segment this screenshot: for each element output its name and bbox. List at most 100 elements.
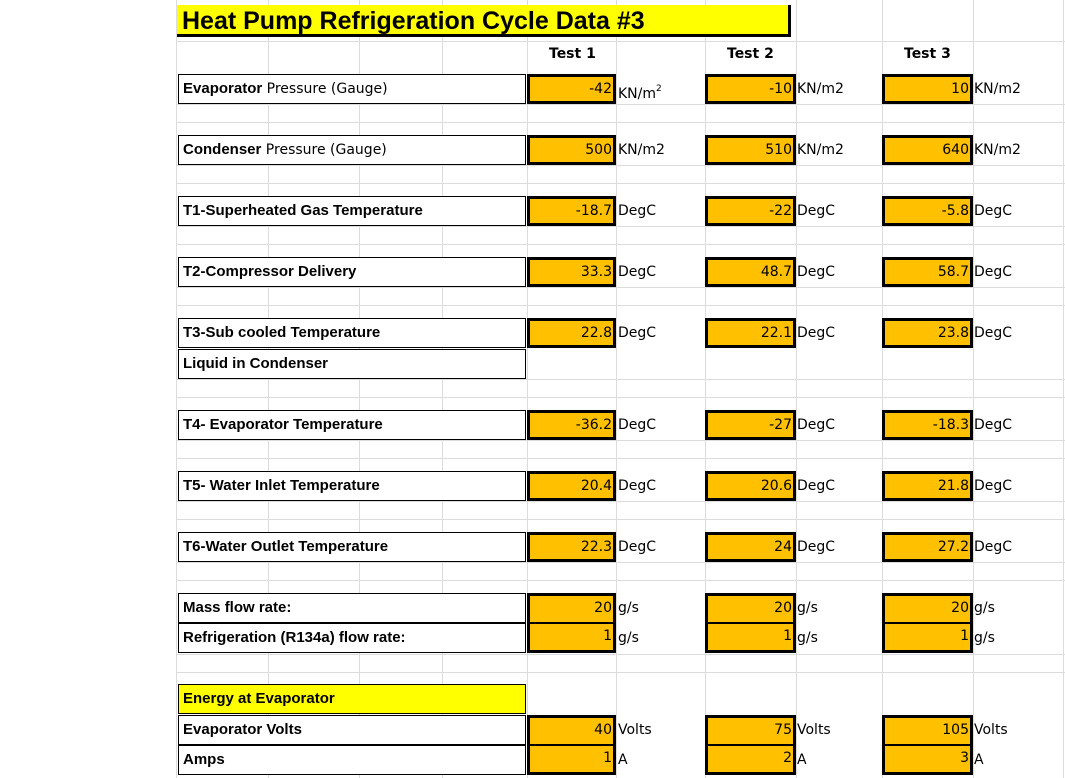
mass-flow-rate-label[interactable]: Mass flow rate: bbox=[178, 593, 526, 623]
t5-test3[interactable]: 21.8 bbox=[882, 471, 973, 501]
mass-flow-test3[interactable]: 20 bbox=[882, 593, 973, 623]
unit: DegC bbox=[618, 325, 657, 341]
unit: DegC bbox=[974, 417, 1013, 433]
t3-test2[interactable]: 22.1 bbox=[705, 318, 796, 348]
refrigeration-flow-test2[interactable]: 1 bbox=[705, 623, 796, 653]
unit: DegC bbox=[797, 264, 836, 280]
unit: DegC bbox=[974, 478, 1013, 494]
t5-test2[interactable]: 20.6 bbox=[705, 471, 796, 501]
t4-test2[interactable]: -27 bbox=[705, 410, 796, 440]
gridline bbox=[176, 519, 1065, 520]
evaporator-pressure-label[interactable]: Evaporator Pressure (Gauge) bbox=[178, 74, 526, 104]
gridline bbox=[796, 0, 797, 778]
liquid-in-condenser-label[interactable]: Liquid in Condenser bbox=[178, 349, 526, 379]
t4-test1[interactable]: -36.2 bbox=[527, 410, 616, 440]
energy-at-evaporator-header[interactable]: Energy at Evaporator bbox=[178, 684, 526, 714]
sheet-title[interactable]: Heat Pump Refrigeration Cycle Data #3 bbox=[177, 5, 791, 37]
unit: DegC bbox=[618, 203, 657, 219]
gridline bbox=[176, 183, 1065, 184]
label-bold: Evaporator bbox=[183, 80, 263, 97]
gridline bbox=[176, 165, 1065, 166]
gridline bbox=[176, 501, 1065, 502]
unit: DegC bbox=[797, 203, 836, 219]
unit: DegC bbox=[797, 478, 836, 494]
unit: DegC bbox=[974, 325, 1013, 341]
gridline bbox=[176, 287, 1065, 288]
evaporator-pressure-test3[interactable]: 10 bbox=[882, 74, 973, 104]
unit: g/s bbox=[974, 600, 995, 616]
t2-test3[interactable]: 58.7 bbox=[882, 257, 973, 287]
gridline bbox=[176, 104, 1065, 105]
amps-test2[interactable]: 2 bbox=[705, 745, 796, 775]
t3-test3[interactable]: 23.8 bbox=[882, 318, 973, 348]
unit: g/s bbox=[974, 630, 995, 646]
amps-test3[interactable]: 3 bbox=[882, 745, 973, 775]
unit: DegC bbox=[974, 203, 1013, 219]
refrigeration-flow-test1[interactable]: 1 bbox=[527, 623, 616, 653]
test-1-header[interactable]: Test 1 bbox=[549, 46, 596, 62]
unit: Volts bbox=[618, 722, 652, 738]
refrigeration-flow-test3[interactable]: 1 bbox=[882, 623, 973, 653]
gridline bbox=[176, 305, 1065, 306]
gridline bbox=[176, 379, 1065, 380]
unit: DegC bbox=[618, 417, 657, 433]
t2-test1[interactable]: 33.3 bbox=[527, 257, 616, 287]
unit: KN/m2 bbox=[618, 142, 665, 158]
unit-superscript: 2 bbox=[656, 84, 662, 94]
t5-label[interactable]: T5- Water Inlet Temperature bbox=[178, 471, 526, 501]
t2-test2[interactable]: 48.7 bbox=[705, 257, 796, 287]
gridline bbox=[176, 41, 1065, 42]
amps-test1[interactable]: 1 bbox=[527, 745, 616, 775]
t3-label[interactable]: T3-Sub cooled Temperature bbox=[178, 318, 526, 348]
t3-test1[interactable]: 22.8 bbox=[527, 318, 616, 348]
t6-test2[interactable]: 24 bbox=[705, 532, 796, 562]
unit: A bbox=[974, 752, 984, 768]
t2-label[interactable]: T2-Compressor Delivery bbox=[178, 257, 526, 287]
gridline bbox=[176, 397, 1065, 398]
refrigeration-flow-rate-label[interactable]: Refrigeration (R134a) flow rate: bbox=[178, 623, 526, 653]
label-rest: Pressure (Gauge) bbox=[262, 81, 388, 97]
unit: DegC bbox=[797, 325, 836, 341]
gridline bbox=[1063, 0, 1064, 778]
t1-test3[interactable]: -5.8 bbox=[882, 196, 973, 226]
volts-test3[interactable]: 105 bbox=[882, 715, 973, 745]
volts-test2[interactable]: 75 bbox=[705, 715, 796, 745]
unit: A bbox=[797, 752, 807, 768]
condenser-pressure-test2[interactable]: 510 bbox=[705, 135, 796, 165]
unit: DegC bbox=[974, 539, 1013, 555]
t5-test1[interactable]: 20.4 bbox=[527, 471, 616, 501]
unit: DegC bbox=[618, 478, 657, 494]
t4-label[interactable]: T4- Evaporator Temperature bbox=[178, 410, 526, 440]
gridline bbox=[176, 654, 1065, 655]
t1-test2[interactable]: -22 bbox=[705, 196, 796, 226]
unit: KN/m2 bbox=[974, 81, 1021, 97]
condenser-pressure-test3[interactable]: 640 bbox=[882, 135, 973, 165]
gridline bbox=[973, 0, 974, 778]
t1-label[interactable]: T1-Superheated Gas Temperature bbox=[178, 196, 526, 226]
volts-test1[interactable]: 40 bbox=[527, 715, 616, 745]
gridline bbox=[176, 244, 1065, 245]
condenser-pressure-test1[interactable]: 500 bbox=[527, 135, 616, 165]
evaporator-pressure-test1[interactable]: -42 bbox=[527, 74, 616, 104]
gridline bbox=[176, 226, 1065, 227]
label-rest: Pressure (Gauge) bbox=[261, 142, 387, 158]
unit: g/s bbox=[797, 630, 818, 646]
amps-label[interactable]: Amps bbox=[178, 745, 526, 775]
mass-flow-test2[interactable]: 20 bbox=[705, 593, 796, 623]
t1-test1[interactable]: -18.7 bbox=[527, 196, 616, 226]
condenser-pressure-label[interactable]: Condenser Pressure (Gauge) bbox=[178, 135, 526, 165]
unit: Volts bbox=[974, 722, 1008, 738]
gridline bbox=[442, 0, 443, 778]
test-2-header[interactable]: Test 2 bbox=[727, 46, 774, 62]
t6-test3[interactable]: 27.2 bbox=[882, 532, 973, 562]
t4-test3[interactable]: -18.3 bbox=[882, 410, 973, 440]
t6-label[interactable]: T6-Water Outlet Temperature bbox=[178, 532, 526, 562]
t6-test1[interactable]: 22.3 bbox=[527, 532, 616, 562]
label-bold: Condenser bbox=[183, 141, 262, 158]
mass-flow-test1[interactable]: 20 bbox=[527, 593, 616, 623]
gridline bbox=[176, 562, 1065, 563]
evaporator-volts-label[interactable]: Evaporator Volts bbox=[178, 715, 526, 745]
test-3-header[interactable]: Test 3 bbox=[904, 46, 951, 62]
evaporator-pressure-test2[interactable]: -10 bbox=[705, 74, 796, 104]
unit-text: KN/m bbox=[618, 86, 657, 102]
